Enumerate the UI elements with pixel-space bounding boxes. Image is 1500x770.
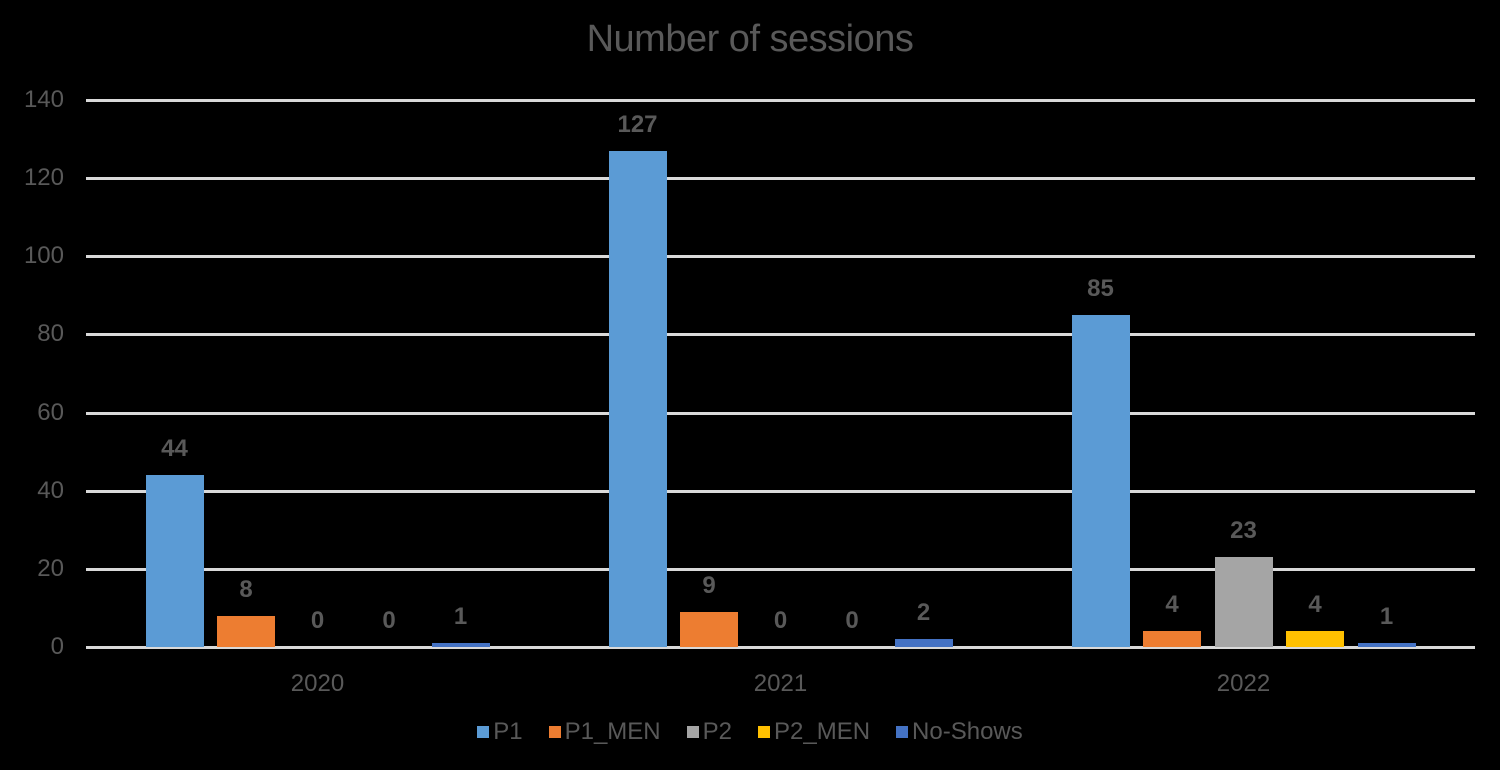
legend-label: P1 [493,718,523,745]
data-label: 4 [1165,591,1179,619]
data-label: 4 [1308,591,1322,619]
data-label: 2 [916,599,931,627]
bar-no-shows-2021 [894,639,953,647]
legend-label: P2 [702,718,732,745]
data-label: 0 [773,607,788,634]
y-tick-label: 60 [37,398,64,426]
data-label: 1 [1379,603,1394,631]
legend-item: P2_MEN [758,718,870,746]
bar-p1-2020 [145,475,204,647]
bar-p1_men-2021 [680,611,738,647]
bar-p2-2022 [1214,557,1273,647]
y-tick-label: 40 [37,476,64,504]
bar-p2_men-2022 [1286,631,1344,647]
data-label: 8 [239,575,253,603]
data-label: 23 [1230,517,1257,545]
legend-swatch-icon [477,726,490,738]
gridline [86,99,1475,102]
x-tick-label: 2020 [290,670,345,697]
gridline [86,489,1475,493]
bar-p1-2022 [1071,314,1130,647]
legend-swatch-icon [686,726,699,738]
bar-p1_men-2020 [217,615,275,647]
x-tick-label: 2021 [753,670,808,697]
chart-title: Number of sessions [586,18,914,60]
data-label: 9 [702,571,716,599]
data-label: 127 [617,110,658,138]
gridline [86,646,1475,649]
bar-no-shows-2022 [1357,643,1416,647]
gridline [86,177,1475,181]
legend-label: No-Shows [912,718,1023,745]
data-label: 0 [310,607,325,634]
data-label: 85 [1087,274,1114,302]
data-label: 44 [161,435,188,463]
legend-label: P2_MEN [774,718,871,745]
legend-item: P1_MEN [548,718,661,746]
y-tick-label: 20 [37,554,64,582]
y-tick-label: 140 [23,86,64,113]
gridline [86,333,1475,337]
legend-label: P1_MEN [564,718,661,745]
legend-swatch-icon [758,726,770,738]
gridline [86,567,1475,571]
y-tick-label: 120 [23,164,64,192]
data-label: 0 [382,607,396,634]
legend-item: P2 [686,718,732,746]
legend-swatch-icon [548,726,561,738]
legend: P1 P1_MEN P2 P2_MEN No-Shows [0,718,1500,746]
y-tick-label: 80 [37,320,64,348]
bar-no-shows-2020 [431,643,490,647]
legend-item: P1 [477,718,523,746]
gridline [86,255,1475,259]
y-tick-label: 100 [23,242,64,270]
bar-p1_men-2022 [1143,631,1201,647]
legend-item: No-Shows [896,718,1023,746]
y-tick-label: 0 [50,633,64,660]
data-label: 1 [453,603,468,631]
x-tick-label: 2022 [1216,670,1271,697]
data-label: 0 [845,607,859,634]
legend-swatch-icon [896,726,909,738]
bar-p1-2021 [608,150,667,647]
gridline [86,411,1475,415]
plot-area: 44 8 0 0 1 127 9 0 0 2 85 4 23 4 1 [86,99,1475,649]
